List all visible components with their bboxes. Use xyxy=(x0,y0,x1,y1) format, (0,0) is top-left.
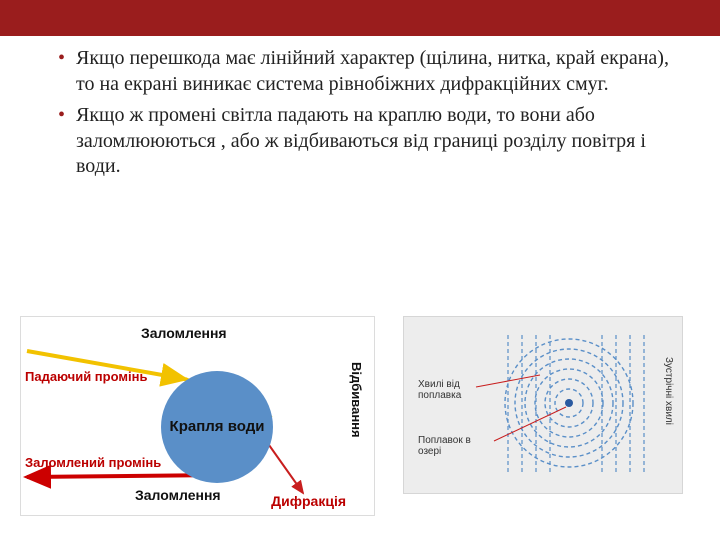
list-item: Якщо ж промені світла падають на краплю … xyxy=(58,103,676,180)
accent-bar xyxy=(0,0,720,36)
bullet-list: Якщо перешкода має лінійний характер (щі… xyxy=(58,46,676,180)
slide: Якщо перешкода має лінійний характер (щі… xyxy=(0,0,720,540)
drop-label: Крапля води xyxy=(170,418,265,435)
water-drop: Крапля води xyxy=(161,371,273,483)
label-refracted-ray: Заломлений промінь xyxy=(25,455,161,470)
label-incoming-waves: Зустрічні хвилі xyxy=(663,357,674,425)
figure-water-drop: Крапля води Заломлення Падаючий промінь … xyxy=(20,316,375,516)
label-diffraction: Дифракція xyxy=(271,493,346,509)
list-item: Якщо перешкода має лінійний характер (щі… xyxy=(58,46,676,97)
text-block: Якщо перешкода має лінійний характер (щі… xyxy=(0,36,720,180)
figures-row: Крапля води Заломлення Падаючий промінь … xyxy=(20,316,683,516)
label-waves-from-float: Хвилі від поплавка xyxy=(418,379,476,401)
label-refraction-top: Заломлення xyxy=(141,325,227,341)
fig2-svg xyxy=(404,317,684,495)
label-incident-ray: Падаючий промінь xyxy=(25,369,147,384)
figure-float-waves: Хвилі від поплавка Поплавок в озері Зуст… xyxy=(403,316,683,494)
label-refraction-bottom: Заломлення xyxy=(135,487,221,503)
label-reflection: Відбивання xyxy=(349,362,364,438)
label-float-in-lake: Поплавок в озері xyxy=(418,435,496,457)
